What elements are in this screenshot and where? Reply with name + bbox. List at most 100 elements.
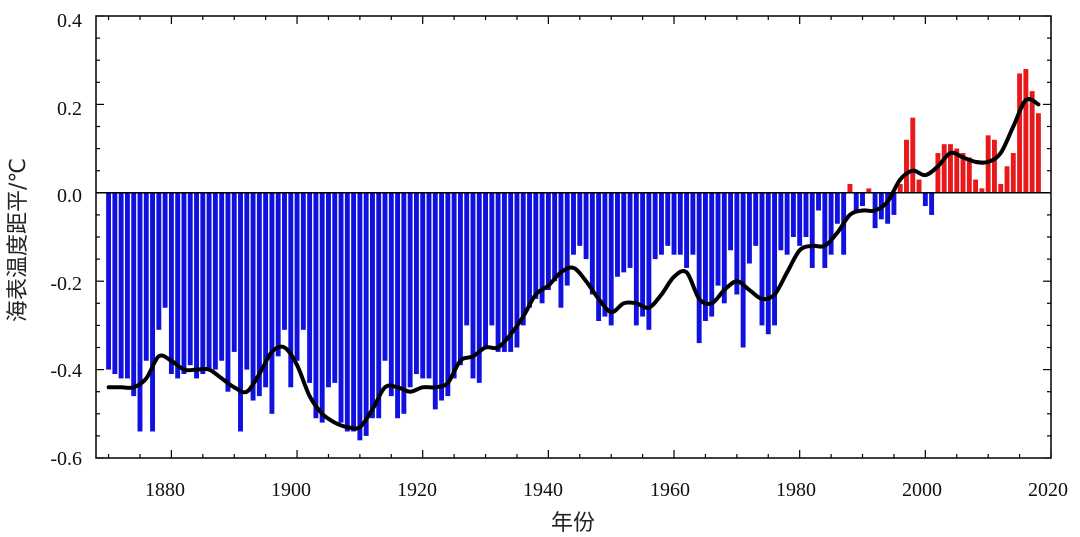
bar-1934 bbox=[508, 192, 514, 352]
bar-1887 bbox=[212, 192, 218, 370]
y-axis-title: 海表温度距平/℃ bbox=[6, 158, 31, 322]
bar-2009 bbox=[979, 188, 985, 193]
bar-1966 bbox=[709, 192, 715, 317]
bar-1965 bbox=[702, 192, 708, 321]
bar-1960 bbox=[671, 192, 677, 255]
bar-1911 bbox=[363, 192, 369, 436]
bar-2013 bbox=[1004, 166, 1010, 193]
bar-1924 bbox=[445, 192, 451, 397]
bar-1944 bbox=[571, 192, 576, 255]
bar-1937 bbox=[527, 192, 532, 308]
bar-1893 bbox=[250, 192, 256, 401]
bar-1990 bbox=[860, 192, 865, 207]
x-tick-label-1880: 1880 bbox=[145, 479, 185, 501]
bar-1905 bbox=[326, 192, 331, 388]
bar-1895 bbox=[263, 192, 269, 388]
bar-1930 bbox=[483, 192, 488, 348]
x-tick-label-1940: 1940 bbox=[523, 479, 563, 501]
bar-2007 bbox=[966, 157, 972, 193]
bar-1914 bbox=[382, 192, 388, 361]
bar-1886 bbox=[206, 192, 212, 370]
plot-frame bbox=[95, 15, 1052, 459]
bar-1878 bbox=[156, 192, 162, 330]
bar-1874 bbox=[131, 192, 137, 397]
bar-1871 bbox=[112, 192, 118, 375]
bar-2014 bbox=[1010, 153, 1016, 193]
bar-1968 bbox=[721, 192, 727, 304]
bar-1918 bbox=[407, 192, 413, 388]
bar-1877 bbox=[150, 192, 155, 432]
bar-1949 bbox=[602, 192, 608, 317]
bar-1921 bbox=[426, 192, 432, 379]
bar-1974 bbox=[759, 192, 765, 326]
bar-1962 bbox=[684, 192, 690, 268]
bar-2012 bbox=[998, 183, 1004, 193]
bar-1872 bbox=[118, 192, 124, 379]
bar-1870 bbox=[106, 192, 112, 370]
bar-1879 bbox=[162, 192, 168, 308]
bar-1894 bbox=[256, 192, 262, 397]
bar-1901 bbox=[300, 192, 306, 330]
bar-1885 bbox=[200, 192, 206, 375]
bar-1936 bbox=[520, 192, 526, 326]
bar-1995 bbox=[891, 192, 897, 215]
bar-1977 bbox=[778, 192, 784, 251]
bar-1898 bbox=[282, 192, 287, 330]
bar-1980 bbox=[797, 192, 803, 246]
bar-1958 bbox=[659, 192, 664, 255]
bar-1948 bbox=[596, 192, 602, 321]
x-tick-label-2000: 2000 bbox=[902, 479, 942, 501]
bar-1890 bbox=[231, 192, 237, 352]
bar-1972 bbox=[746, 192, 752, 264]
x-axis-title: 年份 bbox=[551, 511, 595, 536]
bar-1938 bbox=[533, 192, 539, 299]
bar-1998 bbox=[910, 117, 916, 193]
x-tick-label-1900: 1900 bbox=[271, 479, 311, 501]
x-tick-label-1920: 1920 bbox=[397, 479, 437, 501]
bar-1897 bbox=[275, 192, 281, 357]
bar-1881 bbox=[175, 192, 181, 379]
bar-1929 bbox=[476, 192, 482, 383]
bar-1994 bbox=[885, 192, 891, 224]
bar-1917 bbox=[401, 192, 407, 414]
bar-1981 bbox=[803, 192, 809, 237]
bar-1889 bbox=[225, 192, 231, 392]
bar-2004 bbox=[948, 144, 953, 193]
anomaly-bars bbox=[106, 69, 1041, 441]
bar-1896 bbox=[269, 192, 275, 414]
bar-1928 bbox=[470, 192, 476, 379]
bar-1940 bbox=[545, 192, 551, 291]
bar-1891 bbox=[238, 192, 243, 432]
bar-1976 bbox=[772, 192, 777, 326]
bar-1888 bbox=[219, 192, 225, 361]
bar-1939 bbox=[539, 192, 545, 304]
bar-2000 bbox=[922, 192, 928, 207]
bar-1883 bbox=[187, 192, 193, 366]
bar-1967 bbox=[715, 192, 721, 286]
y-tick-label-neg0.2: -0.2 bbox=[50, 273, 82, 295]
bar-1975 bbox=[765, 192, 771, 335]
bar-1945 bbox=[577, 192, 583, 246]
bar-1922 bbox=[432, 192, 438, 410]
bar-1947 bbox=[589, 192, 595, 295]
bar-2002 bbox=[935, 153, 941, 193]
bar-1964 bbox=[696, 192, 702, 344]
bar-1959 bbox=[665, 192, 671, 246]
bar-1978 bbox=[784, 192, 790, 255]
bar-2011 bbox=[992, 139, 997, 193]
bar-1999 bbox=[916, 179, 922, 193]
bar-1892 bbox=[244, 192, 250, 370]
bar-1952 bbox=[621, 192, 627, 273]
bar-1997 bbox=[904, 139, 909, 193]
bar-1985 bbox=[828, 192, 834, 255]
bar-1880 bbox=[168, 192, 174, 375]
bar-1953 bbox=[627, 192, 633, 268]
y-tick-label-0.0: 0.0 bbox=[57, 185, 82, 207]
bar-1942 bbox=[558, 192, 564, 308]
bar-1882 bbox=[181, 192, 187, 375]
bar-1916 bbox=[395, 192, 401, 419]
bar-1907 bbox=[338, 192, 344, 423]
bar-1912 bbox=[370, 192, 375, 419]
x-tick-label-1980: 1980 bbox=[776, 479, 816, 501]
